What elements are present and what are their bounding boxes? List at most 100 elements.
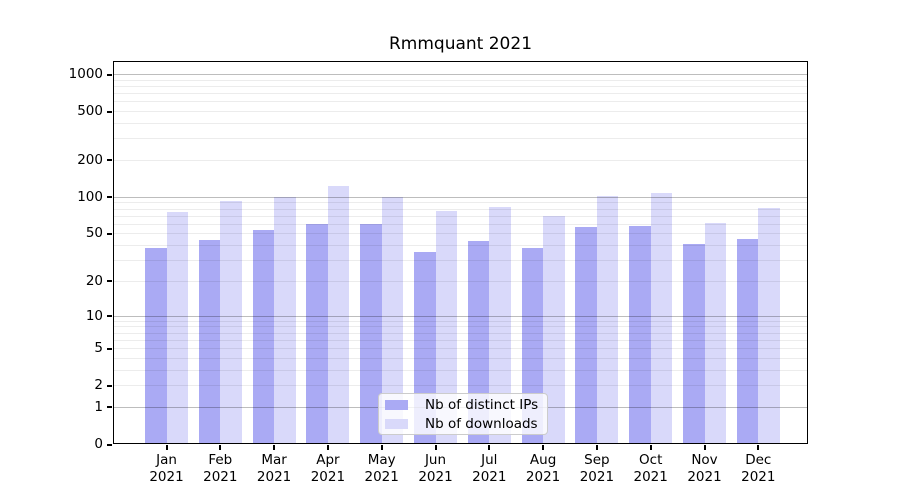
bar-distinct-ips-may <box>360 223 382 444</box>
gridline-minor <box>113 369 808 371</box>
bar-downloads-apr <box>327 186 350 444</box>
bar-distinct-ips-apr <box>306 223 328 444</box>
x-tick-mark <box>326 445 329 450</box>
gridline-minor <box>113 160 808 161</box>
x-tick-mark <box>273 445 276 450</box>
gridline-minor <box>113 202 808 204</box>
legend-label-downloads: Nb of downloads <box>425 415 538 432</box>
bar-distinct-ips-oct <box>629 225 651 444</box>
x-tick-mark <box>542 445 545 450</box>
gridline-minor <box>113 332 808 334</box>
bar-downloads-aug <box>543 215 565 444</box>
gridline-minor <box>113 245 808 247</box>
gridline-minor <box>113 123 808 124</box>
x-tick-mark <box>488 445 491 450</box>
bar-downloads-jul <box>489 206 511 444</box>
gridline-major <box>113 74 808 75</box>
bar-distinct-ips-jan <box>145 247 167 444</box>
bar-distinct-ips-dec <box>736 238 759 444</box>
y-tick-label: 100 <box>77 188 103 205</box>
x-tick-label-jan: Jan 2021 <box>149 452 184 485</box>
legend-entry-distinct-ips: Nb of distinct IPs <box>385 398 541 412</box>
bar-distinct-ips-mar <box>252 230 275 444</box>
gridline-minor <box>113 357 808 359</box>
bar-downloads-mar <box>274 196 296 444</box>
x-tick-label-nov: Nov 2021 <box>687 452 722 485</box>
bar-downloads-dec <box>758 207 780 444</box>
y-tick-mark <box>107 232 112 235</box>
gridline-minor <box>113 93 808 95</box>
bar-downloads-sep <box>596 196 619 444</box>
x-tick-mark <box>380 445 383 450</box>
legend: Nb of distinct IPs Nb of downloads <box>378 393 548 435</box>
x-tick-mark <box>703 445 706 450</box>
gridline-minor <box>113 101 808 103</box>
bar-distinct-ips-sep <box>575 227 597 444</box>
bar-downloads-nov <box>704 222 726 444</box>
gridline-minor <box>113 111 808 113</box>
x-tick-label-sep: Sep 2021 <box>579 452 615 485</box>
y-tick-mark <box>107 280 112 283</box>
y-tick-label: 10 <box>85 307 103 324</box>
y-tick-label: 1 <box>94 398 103 415</box>
bar-downloads-jun <box>435 211 457 444</box>
x-tick-label-apr: Apr 2021 <box>310 452 346 485</box>
gridline-minor <box>113 280 808 282</box>
y-tick-mark <box>107 384 112 387</box>
gridline-minor <box>113 320 808 322</box>
legend-swatch-downloads <box>385 418 408 429</box>
bar-downloads-jan <box>166 212 188 444</box>
bar-downloads-may <box>381 196 404 444</box>
x-tick-mark <box>595 445 598 450</box>
gridline-minor <box>113 339 808 341</box>
y-tick-mark <box>107 347 112 350</box>
legend-swatch-distinct-ips <box>385 399 408 410</box>
y-tick-label: 50 <box>85 225 103 242</box>
gridline-minor <box>113 348 808 349</box>
y-tick-mark <box>107 110 112 113</box>
gridline-minor <box>113 138 808 140</box>
gridline-major <box>113 315 808 317</box>
gridline-major <box>113 196 808 198</box>
y-tick-label: 20 <box>85 272 103 289</box>
gridline-minor <box>113 223 808 225</box>
y-tick-mark <box>107 443 112 446</box>
gridline-minor <box>113 233 808 235</box>
x-tick-mark <box>649 445 652 450</box>
gridline-minor <box>113 85 808 87</box>
y-tick-label: 1000 <box>68 66 103 82</box>
legend-label-distinct-ips: Nb of distinct IPs <box>425 396 539 413</box>
y-tick-label: 200 <box>77 151 103 168</box>
bar-distinct-ips-nov <box>683 243 705 444</box>
x-tick-mark <box>165 445 168 450</box>
y-tick-mark <box>107 406 112 409</box>
legend-entry-downloads: Nb of downloads <box>385 417 541 431</box>
y-tick-label: 2 <box>94 377 103 394</box>
x-tick-mark <box>757 445 760 450</box>
x-tick-label-dec: Dec 2021 <box>741 452 776 485</box>
y-tick-mark <box>107 315 112 318</box>
gridline-minor <box>113 326 808 328</box>
x-tick-mark <box>219 445 222 450</box>
x-tick-label-mar: Mar 2021 <box>256 452 292 485</box>
gridline-minor <box>113 260 808 262</box>
x-tick-label-jul: Jul 2021 <box>472 452 507 485</box>
gridline-minor <box>113 208 808 210</box>
x-tick-label-oct: Oct 2021 <box>633 452 668 485</box>
y-tick-mark <box>107 159 112 162</box>
y-tick-mark <box>107 196 112 199</box>
bar-downloads-feb <box>220 200 242 444</box>
bar-distinct-ips-feb <box>198 240 221 444</box>
y-tick-label: 500 <box>77 103 103 120</box>
x-tick-label-jun: Jun 2021 <box>418 452 453 485</box>
gridline-minor <box>113 385 808 387</box>
chart-title: Rmmquant 2021 <box>388 34 533 54</box>
y-tick-label: 0 <box>94 436 103 452</box>
x-tick-mark <box>434 445 437 450</box>
x-tick-label-aug: Aug 2021 <box>525 452 561 485</box>
x-tick-label-feb: Feb 2021 <box>203 452 238 485</box>
y-tick-label: 5 <box>94 340 103 357</box>
bar-downloads-oct <box>650 192 673 444</box>
x-tick-label-may: May 2021 <box>364 452 399 485</box>
gridline-minor <box>113 215 808 217</box>
